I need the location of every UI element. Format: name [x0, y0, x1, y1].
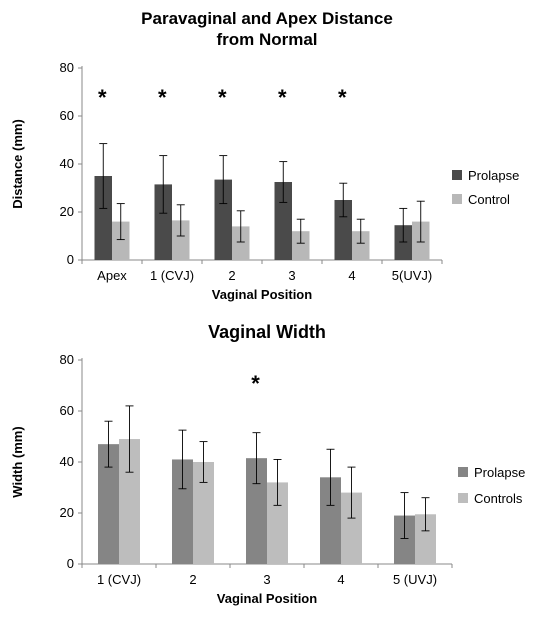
significance-marker: * [98, 85, 107, 110]
x-tick-label: 4 [337, 572, 344, 587]
bar [214, 179, 232, 260]
y-tick-label: 40 [60, 454, 74, 469]
legend-label: Prolapse [474, 465, 525, 480]
x-tick-label: 4 [348, 268, 355, 283]
bar [274, 182, 292, 260]
legend-swatch [458, 493, 468, 503]
legend-label: Prolapse [468, 168, 519, 183]
bar [119, 439, 140, 564]
y-tick-label: 0 [67, 252, 74, 267]
x-axis-title: Vaginal Position [212, 287, 312, 302]
y-tick-label: 20 [60, 505, 74, 520]
x-tick-label: Apex [97, 268, 127, 283]
x-tick-label: 2 [228, 268, 235, 283]
bar [267, 482, 288, 564]
bar [334, 200, 352, 260]
y-tick-label: 40 [60, 156, 74, 171]
y-tick-label: 0 [67, 556, 74, 571]
bar [94, 176, 112, 260]
legend-label: Controls [474, 491, 523, 506]
bar [415, 514, 436, 564]
legend-label: Control [468, 192, 510, 207]
x-tick-label: 3 [288, 268, 295, 283]
x-tick-label: 3 [263, 572, 270, 587]
bar [394, 225, 412, 260]
bar [154, 184, 172, 260]
bar [352, 231, 370, 260]
bar [394, 515, 415, 564]
bar [232, 226, 250, 260]
legend-swatch [452, 170, 462, 180]
x-tick-label: 2 [189, 572, 196, 587]
y-axis-title: Distance (mm) [10, 119, 25, 209]
bar [112, 221, 130, 260]
bar [320, 477, 341, 564]
y-tick-label: 60 [60, 403, 74, 418]
y-tick-label: 80 [60, 352, 74, 367]
bar [172, 220, 190, 260]
y-tick-label: 20 [60, 204, 74, 219]
significance-marker: * [278, 85, 287, 110]
x-tick-label: 5(UVJ) [392, 268, 432, 283]
bar [98, 444, 119, 564]
distance-chart-plot: 0 20 40 60 80 Apex * 1 (CVJ) * 2 * 3 * 4 * 5(UVJ) Vagina… [10, 60, 519, 302]
legend-swatch [452, 194, 462, 204]
x-tick-label: 5 (UVJ) [393, 572, 437, 587]
width-chart-plot: 0 20 40 60 80 1 (CVJ) 2 3 * 4 5 (UVJ) Vaginal Posit… [10, 352, 525, 606]
bar [172, 459, 193, 564]
x-axis-title: Vaginal Position [217, 591, 317, 606]
significance-marker: * [251, 371, 260, 396]
x-tick-label: 1 (CVJ) [97, 572, 141, 587]
bar [341, 492, 362, 564]
bar [193, 462, 214, 564]
y-tick-label: 60 [60, 108, 74, 123]
significance-marker: * [338, 85, 347, 110]
bar [246, 458, 267, 564]
chart-title: Paravaginal and Apex Distance from Norma… [141, 9, 393, 49]
distance-chart: Paravaginal and Apex Distance from Norma… [10, 9, 519, 302]
significance-marker: * [158, 85, 167, 110]
y-axis-title: Width (mm) [10, 426, 25, 497]
chart-title: Vaginal Width [208, 322, 326, 342]
bar [292, 231, 310, 260]
y-tick-label: 80 [60, 60, 74, 75]
significance-marker: * [218, 85, 227, 110]
legend-swatch [458, 467, 468, 477]
width-chart: Vaginal Width 0 20 40 60 80 1 (CVJ) 2 3 * 4 5 (UVJ… [0, 312, 534, 624]
x-tick-label: 1 (CVJ) [150, 268, 194, 283]
